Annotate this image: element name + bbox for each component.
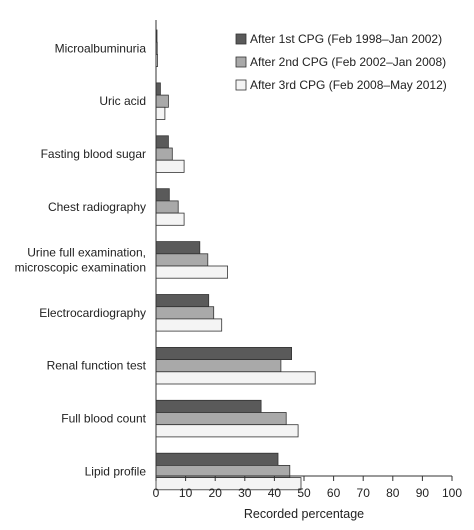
category-label: Chest radiography	[48, 200, 146, 214]
bar-2-7	[155, 359, 282, 373]
bar-2-6	[155, 306, 215, 320]
bar-3-8	[155, 424, 299, 438]
bar-2-3	[155, 147, 173, 161]
category-label: Renal function test	[47, 359, 147, 373]
bar-3-4	[155, 212, 185, 226]
x-tick-label: 80	[386, 486, 400, 500]
legend-swatch-1	[235, 33, 247, 45]
bar-3-2	[155, 106, 166, 120]
category-labels: Microalbuminuria Uric acid Fasting blood s…	[15, 41, 147, 478]
bar-1-9	[155, 452, 279, 466]
x-tick-label: 0	[153, 486, 160, 500]
legend-label-1: After 1st CPG (Feb 1998–Jan 2002)	[250, 32, 442, 46]
category-label: Electrocardiography	[39, 306, 146, 320]
category-label: Urine full examination,	[27, 245, 146, 259]
bar-1-8	[155, 399, 262, 413]
category-label: Microalbuminuria	[55, 41, 147, 55]
bar-3-9	[155, 477, 302, 491]
legend: After 1st CPG (Feb 1998–Jan 2002) After 2…	[235, 32, 447, 92]
x-tick-label: 70	[357, 486, 371, 500]
bars-group	[155, 29, 316, 491]
category-label: Lipid profile	[85, 465, 147, 479]
bar-2-4	[155, 200, 179, 214]
bar-3-5	[155, 265, 228, 279]
x-tick-label: 50	[297, 486, 311, 500]
x-axis-title: Recorded percentage	[244, 507, 364, 521]
bar-1-5	[155, 241, 201, 255]
x-tick-label: 20	[209, 486, 223, 500]
x-tick-label: 60	[327, 486, 341, 500]
legend-swatch-2	[235, 56, 247, 68]
bar-2-5	[155, 253, 209, 267]
x-axis-ticks: 0 10 20 30 40 50 60 70 80 90 100	[153, 476, 462, 500]
bar-3-3	[155, 159, 185, 173]
bar-1-7	[155, 346, 293, 360]
x-tick-label: 100	[442, 486, 462, 500]
bar-1-2	[155, 82, 161, 96]
x-tick-label: 30	[238, 486, 252, 500]
category-label: microscopic examination	[15, 260, 146, 274]
x-tick-label: 10	[179, 486, 193, 500]
bar-3-7	[155, 371, 316, 385]
legend-label-2: After 2nd CPG (Feb 2002–Jan 2008)	[250, 55, 446, 69]
bar-1-4	[155, 188, 170, 202]
bar-3-6	[155, 318, 223, 332]
bar-2-8	[155, 412, 287, 426]
bar-1-3	[155, 135, 169, 149]
category-label: Uric acid	[99, 94, 146, 108]
category-label: Fasting blood sugar	[41, 147, 146, 161]
legend-label-3: After 3rd CPG (Feb 2008–May 2012)	[250, 78, 447, 92]
category-label: Full blood count	[61, 412, 146, 426]
legend-swatch-3	[235, 79, 247, 91]
x-tick-label: 90	[416, 486, 430, 500]
bar-1-6	[155, 294, 210, 308]
bar-2-2	[155, 94, 169, 108]
x-tick-label: 40	[268, 486, 282, 500]
